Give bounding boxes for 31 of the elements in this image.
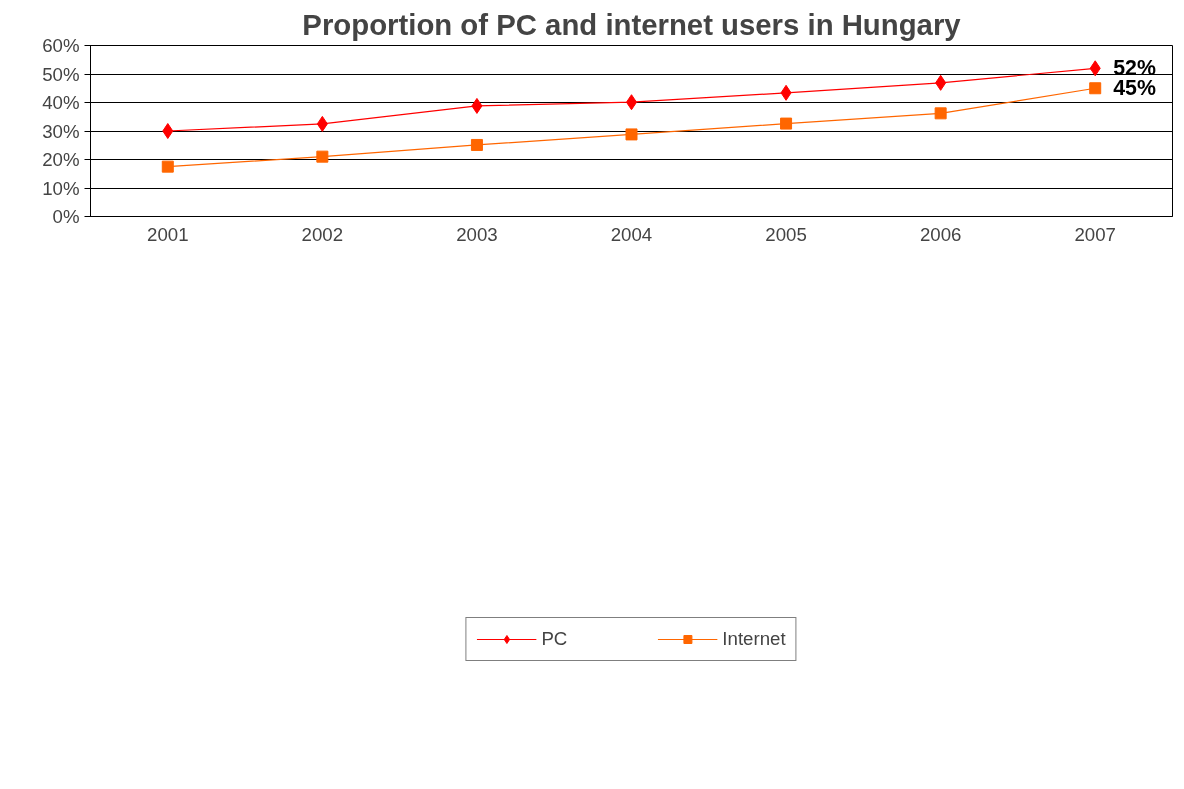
point xyxy=(471,97,483,114)
x-tick-label: 2007 xyxy=(1074,223,1116,245)
y-tick-label: 0% xyxy=(52,206,80,227)
point xyxy=(625,128,638,141)
x-tick-label: 2006 xyxy=(919,223,962,245)
point xyxy=(316,115,328,132)
x-tick-label: 2004 xyxy=(610,223,653,245)
y-tick-label: 40% xyxy=(42,92,80,113)
chart-title: Proportion of PC and internet users in Hungary xyxy=(302,7,962,41)
y-tick-label: 60% xyxy=(42,35,80,56)
point xyxy=(780,84,792,101)
point xyxy=(316,150,329,163)
point xyxy=(1089,82,1102,95)
x-tick-label: 2005 xyxy=(765,223,807,245)
point xyxy=(935,74,947,91)
legend-label: Internet xyxy=(722,627,786,650)
x-tick-label: 2002 xyxy=(301,223,344,245)
y-tick-label: 50% xyxy=(42,63,80,85)
point xyxy=(780,117,793,130)
point xyxy=(470,138,483,151)
y-tick-label: 10% xyxy=(42,177,80,199)
point xyxy=(1089,60,1101,77)
point xyxy=(161,160,174,173)
data-label: 45% xyxy=(1113,76,1156,101)
x-tick-label: 2001 xyxy=(147,223,189,245)
legend-label: PC xyxy=(541,627,568,650)
y-tick-label: 30% xyxy=(42,120,80,142)
x-tick-label: 2003 xyxy=(456,223,498,245)
y-tick-label: 20% xyxy=(42,149,80,170)
point xyxy=(162,123,174,139)
point xyxy=(934,107,947,120)
